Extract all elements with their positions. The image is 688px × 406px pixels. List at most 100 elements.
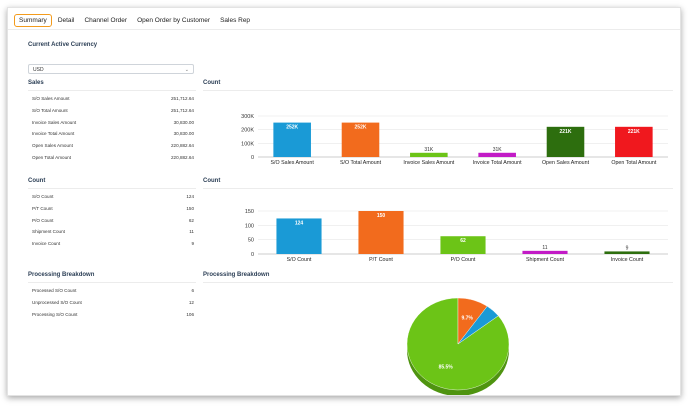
y-tick-label: 200K — [241, 128, 254, 134]
bar — [478, 152, 516, 157]
pie-data-label: 9.7% — [461, 316, 473, 322]
tab-sales-rep[interactable]: Sales Rep — [220, 16, 251, 24]
y-tick-label: 300K — [241, 114, 254, 120]
tab-open-order-by-customer[interactable]: Open Order by Customer — [137, 16, 211, 24]
sales-chart-heading: Count — [203, 80, 221, 86]
metric-value: 62 — [188, 217, 194, 223]
data-label: 31K — [493, 147, 503, 153]
data-label: 221K — [628, 129, 640, 135]
metric-label: P/O Count — [32, 217, 54, 223]
tab-bar: Summary Detail Channel Order Open Order by … — [14, 13, 256, 27]
bar — [276, 218, 322, 254]
y-tick-label: 50 — [248, 238, 254, 244]
data-label: 9 — [626, 245, 629, 251]
tab-channel-order[interactable]: Channel Order — [84, 16, 128, 24]
x-tick-label: Invoice Total Amount — [473, 160, 522, 166]
data-label: 124 — [295, 220, 304, 226]
metric-value: 150 — [186, 205, 194, 211]
divider — [203, 188, 673, 189]
metric-label: Open Sales Amount — [32, 143, 73, 149]
metric-value: 9 — [191, 241, 194, 247]
metric-label: Invoice Total Amount — [32, 131, 75, 137]
pie-slice — [457, 306, 499, 345]
x-tick-label: Open Total Amount — [611, 160, 656, 166]
sales-heading: Sales — [28, 80, 44, 86]
y-tick-label: 100K — [241, 141, 254, 147]
pie-slice — [406, 298, 510, 391]
bar — [522, 250, 568, 254]
bar — [546, 126, 585, 157]
metric-label: P/T Count — [32, 205, 53, 211]
y-tick-label: 0 — [251, 155, 254, 161]
y-tick-label: 150 — [245, 209, 254, 215]
list-item: Processing S/O Count 106 — [32, 312, 194, 324]
metric-value: 124 — [186, 194, 194, 199]
data-label: 252K — [286, 125, 298, 131]
metric-value: 251,712.64 — [171, 96, 194, 101]
list-item: P/T Count 150 — [32, 206, 194, 218]
metric-label: S/O Sales Amount — [32, 96, 70, 101]
tab-summary[interactable]: Summary — [14, 13, 52, 27]
list-item: Shipment Count 11 — [32, 229, 194, 241]
count-bar-chart: 0 50 100 150 124 S/O Count 150 P/T Count 62 P/O C… — [245, 209, 668, 263]
data-label: 150 — [377, 213, 386, 219]
metric-label: Open Total Amount — [32, 154, 71, 160]
data-label: 11 — [542, 245, 547, 251]
metric-label: Processing S/O Count — [32, 311, 78, 317]
metric-label: Processed S/O Count — [32, 288, 77, 293]
count-list: S/O Count 124 P/T Count 150 P/O Count 62 Shipm… — [32, 194, 194, 253]
metric-value: 220,882.64 — [171, 154, 194, 160]
count-heading: Count — [28, 178, 46, 184]
data-label: 62 — [460, 238, 466, 244]
metric-label: Invoice Sales Amount — [32, 119, 77, 125]
y-tick-label: 0 — [251, 252, 254, 258]
list-item: Invoice Count 9 — [32, 241, 194, 253]
list-item: Invoice Total Amount 30,830.00 — [32, 131, 194, 143]
x-tick-label: P/T Count — [369, 257, 393, 263]
metric-value: 11 — [189, 229, 194, 235]
processing-list: Processed S/O Count 6 Unprocessed S/O Coun… — [32, 288, 194, 323]
x-tick-label: Open Sales Amount — [542, 160, 590, 166]
pie-data-label: 85.5% — [439, 365, 454, 371]
data-label: 221K — [560, 129, 572, 135]
metric-label: S/O Total Amount — [32, 107, 68, 113]
x-tick-label: Shipment Count — [526, 257, 565, 263]
x-tick-label: Invoice Count — [611, 257, 644, 263]
chevron-down-icon: ⌄ — [184, 67, 189, 73]
x-tick-label: S/O Count — [287, 257, 312, 263]
metric-label: Shipment Count — [32, 229, 65, 235]
list-item: Unprocessed S/O Count 12 — [32, 300, 194, 312]
metric-value: 12 — [188, 299, 194, 305]
divider — [203, 282, 673, 283]
metric-value: 251,712.64 — [171, 107, 194, 113]
list-item: Processed S/O Count 6 — [32, 288, 194, 300]
divider — [28, 282, 196, 283]
metric-value: 106 — [186, 311, 194, 317]
processing-heading: Processing Breakdown — [28, 272, 95, 278]
bar — [273, 122, 311, 157]
count-chart-heading: Count — [203, 178, 221, 184]
x-tick-label: S/O Total Amount — [340, 160, 382, 166]
list-item: Open Total Amount 220,882.64 — [32, 155, 194, 167]
divider — [28, 90, 196, 91]
bar — [341, 122, 380, 157]
list-item: S/O Total Amount 251,712.64 — [32, 108, 194, 120]
list-item: S/O Count 124 — [32, 194, 194, 206]
metric-label: Invoice Count — [32, 241, 61, 247]
metric-value: 220,882.64 — [171, 143, 194, 149]
report-panel: Summary Detail Channel Order Open Order by … — [7, 7, 681, 396]
metric-value: 30,830.00 — [173, 131, 194, 137]
metric-value: 6 — [191, 288, 194, 293]
list-item: S/O Sales Amount 251,712.64 — [32, 96, 194, 108]
currency-select[interactable]: USD ⌄ — [28, 64, 194, 74]
tab-detail[interactable]: Detail — [57, 16, 75, 24]
sales-list: S/O Sales Amount 251,712.64 S/O Total Amou… — [32, 96, 194, 167]
metric-label: Unprocessed S/O Count — [32, 299, 82, 305]
bar — [358, 211, 404, 254]
x-tick-label: Invoice Sales Amount — [403, 160, 454, 166]
list-item: Invoice Sales Amount 30,830.00 — [32, 120, 194, 132]
bar — [410, 152, 448, 157]
x-tick-label: P/O Count — [451, 257, 476, 263]
currency-value: USD — [33, 67, 44, 73]
divider — [203, 90, 673, 91]
